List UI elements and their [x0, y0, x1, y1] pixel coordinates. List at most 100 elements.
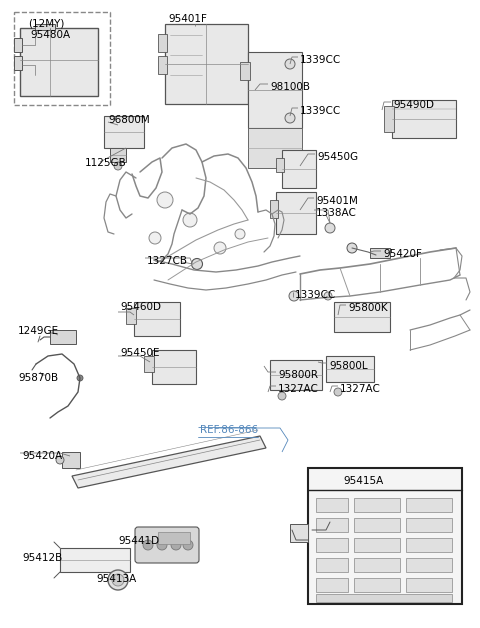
Text: 1338AC: 1338AC [316, 208, 357, 218]
Circle shape [192, 259, 203, 269]
Bar [270, 360, 322, 390]
Bar [406, 578, 452, 592]
Text: 95870B: 95870B [18, 373, 58, 383]
Bar [384, 106, 394, 132]
Bar [158, 56, 167, 74]
Text: (12MY): (12MY) [28, 18, 64, 28]
Bar [406, 518, 452, 532]
Bar [62, 452, 80, 468]
Polygon shape [72, 436, 266, 488]
Bar [316, 498, 348, 512]
Text: 95460D: 95460D [120, 302, 161, 312]
Circle shape [235, 229, 245, 239]
Text: 95800K: 95800K [348, 303, 388, 313]
Circle shape [183, 540, 193, 550]
Text: 1339CC: 1339CC [300, 55, 341, 65]
Text: 95415A: 95415A [344, 476, 384, 486]
Circle shape [108, 570, 128, 590]
Bar [165, 24, 248, 104]
Text: 95401M: 95401M [316, 196, 358, 206]
Text: 95420A: 95420A [22, 451, 62, 461]
Bar [248, 52, 302, 128]
Bar [144, 356, 154, 372]
Bar [316, 538, 348, 552]
Text: 1339CC: 1339CC [300, 106, 341, 116]
Text: 95450E: 95450E [120, 348, 159, 358]
Bar [104, 116, 144, 148]
Bar [308, 468, 462, 604]
Bar [110, 148, 126, 162]
Bar [158, 34, 167, 52]
Bar [392, 100, 456, 138]
Bar [20, 28, 98, 96]
Bar [406, 498, 452, 512]
Text: 95450G: 95450G [317, 152, 358, 162]
Bar [316, 578, 348, 592]
Text: 95401F: 95401F [168, 14, 207, 24]
Bar [60, 548, 130, 572]
Bar [354, 538, 400, 552]
Bar [134, 302, 180, 336]
Text: 1327AC: 1327AC [278, 384, 319, 394]
Text: 96800M: 96800M [108, 115, 150, 125]
Circle shape [157, 540, 167, 550]
Circle shape [285, 113, 295, 123]
Bar [35, 24, 55, 30]
Bar [316, 558, 348, 572]
Bar [354, 518, 400, 532]
Bar [276, 158, 284, 172]
Text: 95480A: 95480A [30, 30, 70, 40]
Bar [354, 558, 400, 572]
Bar [354, 498, 400, 512]
Text: 95800R: 95800R [278, 370, 318, 380]
Bar [354, 578, 400, 592]
Bar [152, 350, 196, 384]
Circle shape [347, 243, 357, 253]
Bar [370, 248, 390, 258]
Circle shape [324, 292, 332, 300]
Text: 1327AC: 1327AC [340, 384, 381, 394]
Text: 95490D: 95490D [393, 100, 434, 110]
Circle shape [77, 375, 83, 381]
Text: 98100B: 98100B [270, 82, 310, 92]
Bar [14, 56, 22, 70]
Circle shape [334, 388, 342, 396]
Bar [240, 62, 250, 80]
Circle shape [214, 242, 226, 254]
Bar [248, 128, 302, 168]
Circle shape [171, 540, 181, 550]
Bar [14, 38, 22, 52]
Text: 1125GB: 1125GB [85, 158, 127, 168]
Circle shape [289, 291, 299, 301]
Bar [326, 356, 374, 382]
Bar [50, 330, 76, 344]
Text: 95420F: 95420F [383, 249, 422, 259]
Circle shape [325, 223, 335, 233]
Text: 95412B: 95412B [22, 553, 62, 563]
Circle shape [149, 232, 161, 244]
Bar [14, 12, 110, 105]
Bar [316, 594, 452, 602]
Text: 95413A: 95413A [96, 574, 136, 584]
Bar [126, 308, 136, 324]
Text: 95441D: 95441D [118, 536, 159, 546]
Text: REF.86-866: REF.86-866 [200, 425, 258, 435]
Bar [276, 192, 316, 234]
Bar [158, 532, 190, 544]
Bar [406, 538, 452, 552]
Text: 1249GE: 1249GE [18, 326, 59, 336]
Bar [290, 524, 308, 542]
Bar [334, 302, 390, 332]
Circle shape [278, 392, 286, 400]
Circle shape [143, 540, 153, 550]
Circle shape [285, 59, 295, 69]
Text: 95800L: 95800L [329, 361, 368, 371]
Bar [282, 150, 316, 188]
Bar [316, 518, 348, 532]
Text: 1339CC: 1339CC [295, 290, 336, 300]
Circle shape [112, 574, 124, 586]
Circle shape [56, 456, 64, 464]
Circle shape [157, 192, 173, 208]
Bar [406, 558, 452, 572]
FancyBboxPatch shape [135, 527, 199, 563]
